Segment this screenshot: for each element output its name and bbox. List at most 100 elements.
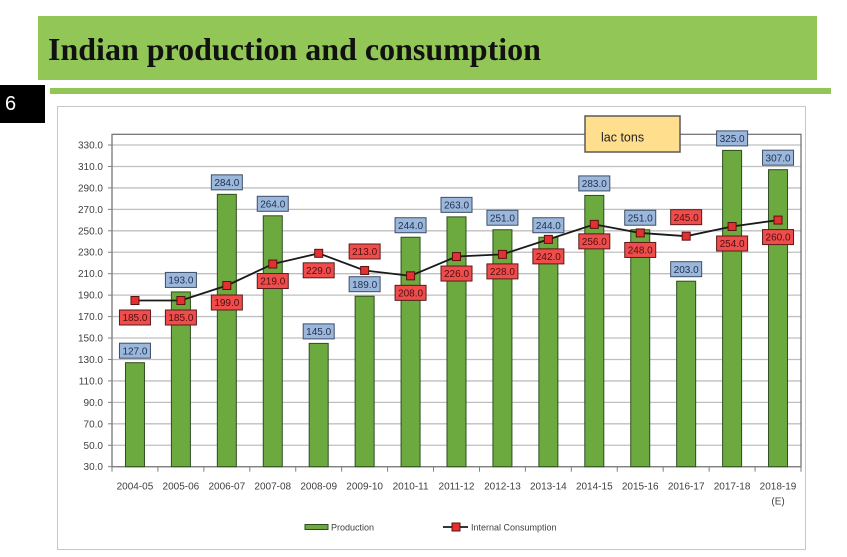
production-data-label: 264.0 xyxy=(256,195,289,212)
legend-item-production: Production xyxy=(304,523,374,533)
production-data-label: 127.0 xyxy=(118,342,151,359)
production-label-text: 264.0 xyxy=(260,199,285,210)
y-tick-label: 150.0 xyxy=(78,334,103,345)
x-tick-label: 2013-14 xyxy=(530,482,567,493)
consumption-label-text: 245.0 xyxy=(674,213,699,224)
production-label-box xyxy=(210,174,243,191)
legend-label-production: Production xyxy=(331,523,374,533)
x-tick-label-line: 2005-06 xyxy=(163,482,200,493)
production-data-label: 145.0 xyxy=(302,323,335,340)
production-data-labels: 127.0 193.0 284.0 264.0 145.0 189.0 244.0 263.0… xyxy=(118,130,795,359)
y-tick-label: 70.0 xyxy=(84,419,104,430)
production-label-box xyxy=(624,209,657,226)
consumption-marker xyxy=(176,296,186,305)
consumption-data-label: 208.0 xyxy=(394,284,427,301)
production-bar xyxy=(262,215,283,468)
consumption-label-box xyxy=(716,235,749,252)
legend-item-consumption: Internal Consumption xyxy=(443,522,557,533)
consumption-label-box xyxy=(302,262,335,279)
unit-annotation-text: lac tons xyxy=(601,131,644,145)
x-tick-label: 2016-17 xyxy=(668,482,705,493)
consumption-label-box xyxy=(394,284,427,301)
y-tick-label: 330.0 xyxy=(78,141,103,152)
consumption-marker xyxy=(360,265,370,275)
production-bar xyxy=(354,295,375,468)
chart: 30.0 50.0 70.0 90.0 110.0 130.0 150.0 170.0 190.… xyxy=(78,115,802,533)
production-bar xyxy=(492,229,513,468)
x-tick-label: 2009-10 xyxy=(346,482,383,493)
production-label-text: 284.0 xyxy=(214,178,239,189)
production-label-box xyxy=(670,261,703,278)
consumption-label-text: 208.0 xyxy=(398,288,423,299)
consumption-label-box xyxy=(348,243,381,260)
consumption-data-label: 260.0 xyxy=(762,229,795,246)
consumption-label-box xyxy=(670,209,703,226)
y-tick-label: 310.0 xyxy=(78,162,103,173)
production-bar xyxy=(676,280,697,468)
consumption-label-text: 228.0 xyxy=(490,267,515,278)
production-data-label: 203.0 xyxy=(670,261,703,278)
production-label-box xyxy=(118,342,151,359)
title-divider-bar xyxy=(50,88,831,94)
slide-number: 6 xyxy=(5,93,17,115)
production-bar xyxy=(308,342,329,468)
production-label-box xyxy=(348,276,381,293)
y-tick-label: 230.0 xyxy=(78,248,103,259)
production-data-label: 283.0 xyxy=(578,175,611,192)
consumption-marker xyxy=(406,271,416,281)
production-data-label: 307.0 xyxy=(762,149,795,166)
consumption-label-box xyxy=(578,233,611,250)
production-label-box xyxy=(394,217,427,234)
consumption-data-labels: 185.0 185.0 199.0 219.0 229.0 213.0 208.0 226.0… xyxy=(118,209,795,326)
slide-title: Indian production and consumption xyxy=(48,31,541,67)
consumption-marker xyxy=(681,231,691,241)
production-label-box xyxy=(164,271,197,288)
production-label-text: 251.0 xyxy=(628,213,653,224)
x-tick-label-line: 2017-18 xyxy=(714,482,751,493)
x-tick-label-line: 2014-15 xyxy=(576,482,613,493)
x-tick-label: 2010-11 xyxy=(393,482,429,493)
production-label-text: 263.0 xyxy=(444,200,469,211)
consumption-data-label: 228.0 xyxy=(486,263,519,280)
consumption-label-text: 185.0 xyxy=(122,313,147,324)
production-label-box xyxy=(716,130,749,147)
y-tick-label: 90.0 xyxy=(84,398,104,409)
y-tick-label: 250.0 xyxy=(78,226,103,237)
production-bar xyxy=(630,229,651,468)
production-label-text: 203.0 xyxy=(674,265,699,276)
consumption-label-text: 229.0 xyxy=(306,266,331,277)
production-data-label: 251.0 xyxy=(486,209,519,226)
production-label-text: 189.0 xyxy=(352,280,377,291)
consumption-label-text: 185.0 xyxy=(168,313,193,324)
y-tick-label: 190.0 xyxy=(78,291,103,302)
consumption-label-text: 256.0 xyxy=(582,237,607,248)
consumption-label-text: 226.0 xyxy=(444,269,469,280)
production-label-box xyxy=(440,196,473,213)
consumption-data-label: 242.0 xyxy=(532,248,565,265)
y-tick-label: 270.0 xyxy=(78,205,103,216)
production-data-label: 263.0 xyxy=(440,196,473,213)
production-bar xyxy=(216,193,237,468)
production-label-box xyxy=(256,195,289,212)
consumption-marker xyxy=(268,259,278,269)
consumption-data-label: 256.0 xyxy=(578,233,611,250)
x-tick-label-line: 2011-12 xyxy=(439,482,475,493)
consumption-data-label: 199.0 xyxy=(210,294,243,311)
y-tick-label: 290.0 xyxy=(78,183,103,194)
consumption-label-text: 254.0 xyxy=(720,239,745,250)
consumption-marker xyxy=(543,234,553,244)
production-label-text: 244.0 xyxy=(398,221,423,232)
production-label-text: 251.0 xyxy=(490,213,515,224)
x-tick-label: 2006-07 xyxy=(208,482,245,493)
production-label-box xyxy=(578,175,611,192)
x-tick-label: 2008-09 xyxy=(300,482,337,493)
legend-swatch-production xyxy=(304,524,329,530)
x-tick-label: 2015-16 xyxy=(622,482,659,493)
production-label-box xyxy=(762,149,795,166)
consumption-data-label: 213.0 xyxy=(348,243,381,260)
slide-number-badge: 6 xyxy=(0,85,45,123)
consumption-label-box xyxy=(210,294,243,311)
consumption-label-box xyxy=(164,309,197,326)
production-bar xyxy=(170,291,191,468)
production-bar xyxy=(124,362,145,468)
